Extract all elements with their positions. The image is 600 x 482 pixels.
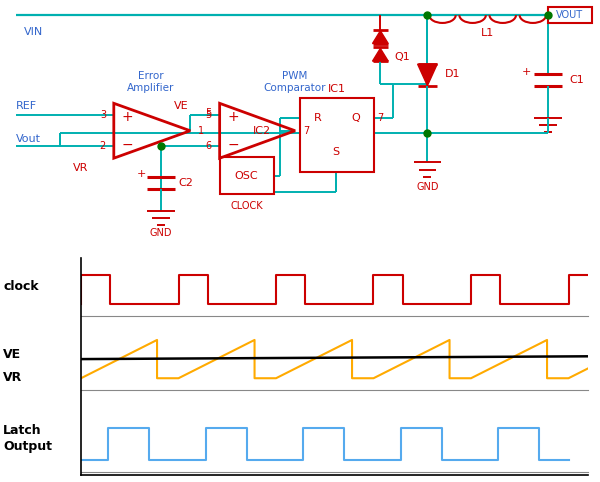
Text: GND: GND [149, 228, 172, 238]
Text: clock: clock [3, 281, 38, 293]
FancyBboxPatch shape [548, 7, 592, 23]
Text: −: − [122, 137, 133, 151]
Text: 5: 5 [206, 110, 212, 120]
Text: 7: 7 [303, 126, 309, 136]
Text: −: − [227, 137, 239, 151]
Text: CLOCK: CLOCK [230, 201, 263, 211]
Text: PWM
Comparator: PWM Comparator [264, 71, 326, 93]
Text: 7: 7 [377, 113, 383, 123]
Text: +: + [227, 110, 239, 124]
Text: C2: C2 [178, 178, 193, 187]
Text: Error
Amplifier: Error Amplifier [127, 71, 175, 93]
Text: Vout: Vout [16, 134, 41, 145]
Text: VE: VE [173, 101, 188, 111]
Text: 3: 3 [100, 110, 106, 120]
Text: Latch
Output: Latch Output [3, 424, 52, 453]
Text: 1: 1 [198, 126, 204, 136]
Text: IC2: IC2 [253, 126, 271, 136]
Polygon shape [418, 64, 437, 86]
Text: IC1: IC1 [328, 83, 346, 94]
Text: VR: VR [3, 371, 22, 384]
Text: VIN: VIN [23, 27, 43, 37]
Text: D1: D1 [445, 69, 461, 79]
Text: L1: L1 [481, 28, 494, 38]
Text: +: + [122, 110, 133, 124]
Text: +: + [521, 67, 531, 77]
Text: Q: Q [352, 113, 360, 123]
Text: 2: 2 [100, 141, 106, 151]
Text: GND: GND [416, 182, 439, 192]
Text: VE: VE [3, 348, 21, 361]
Text: R: R [314, 113, 322, 123]
Text: 6: 6 [206, 141, 212, 151]
Text: VOUT: VOUT [556, 10, 583, 20]
FancyBboxPatch shape [300, 98, 374, 172]
Polygon shape [373, 48, 388, 61]
Text: C1: C1 [569, 75, 584, 85]
Text: S: S [332, 147, 340, 157]
Text: Q1: Q1 [394, 53, 410, 62]
Text: OSC: OSC [235, 171, 259, 181]
Text: VR: VR [73, 163, 88, 173]
FancyBboxPatch shape [220, 157, 274, 194]
Text: REF: REF [16, 101, 37, 111]
Polygon shape [373, 31, 388, 43]
Text: +: + [137, 169, 146, 179]
Text: 5: 5 [206, 108, 212, 118]
